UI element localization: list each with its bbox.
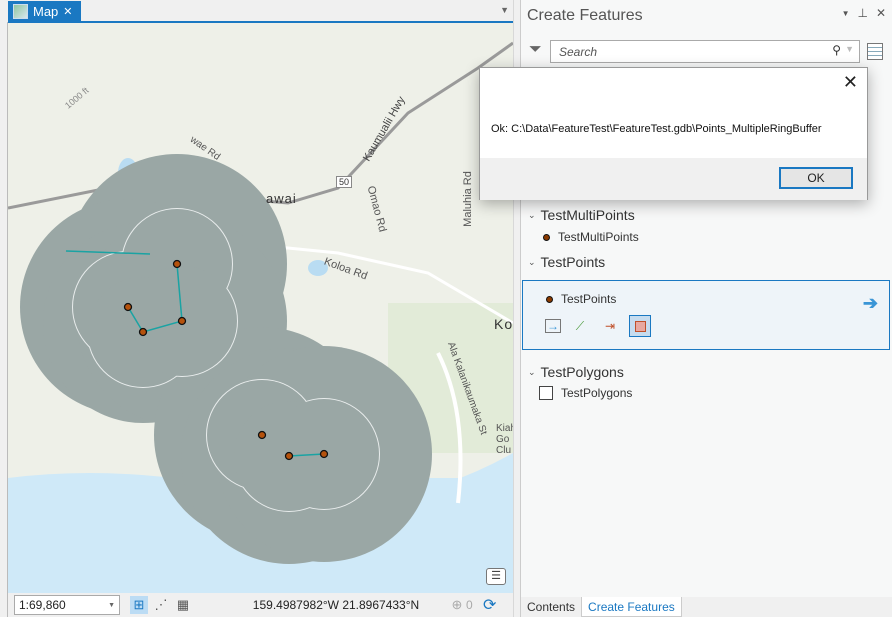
- pane-splitter[interactable]: [513, 0, 520, 617]
- group-testpolygons[interactable]: ⌄ TestPolygons: [528, 364, 624, 380]
- refresh-icon[interactable]: ⟳: [482, 597, 497, 614]
- template-label: TestPoints: [561, 292, 617, 306]
- selected-count: 0: [466, 598, 473, 612]
- map-label-route: 50: [336, 176, 353, 188]
- chevron-down-icon: ⌄: [528, 256, 536, 267]
- template-testpolygons[interactable]: TestPolygons: [539, 386, 632, 400]
- point-feature: [123, 302, 133, 312]
- dialog-message: Ok: C:\Data\FeatureTest\FeatureTest.gdb\…: [491, 123, 822, 135]
- tab-map-label: Map: [33, 4, 59, 19]
- template-label: TestMultiPoints: [558, 230, 639, 244]
- tab-close-icon[interactable]: ✕: [63, 6, 73, 18]
- arrow-right-icon[interactable]: ➔: [862, 293, 878, 313]
- close-pane-icon[interactable]: ✕: [875, 6, 886, 20]
- coordinates-readout: 159.4987982°W 21.8967433°N: [252, 598, 420, 612]
- chevron-down-icon: ⌄: [528, 366, 536, 377]
- point-symbol-icon: [546, 295, 553, 303]
- template-label: TestPolygons: [561, 386, 633, 400]
- reservoir: [308, 260, 328, 276]
- search-placeholder: Search: [559, 44, 598, 59]
- point-along-line-icon[interactable]: ⇥: [604, 319, 616, 333]
- line-feature: [65, 250, 151, 255]
- ok-button[interactable]: OK: [779, 167, 853, 189]
- pane-menu-icon[interactable]: ▼: [841, 9, 850, 18]
- test-points[interactable]: [123, 259, 329, 461]
- scale-value: 1:69,860: [19, 598, 66, 612]
- map-label-maluhia-rd: Maluhia Rd: [461, 171, 474, 227]
- group-label: TestMultiPoints: [540, 207, 635, 223]
- pane-controls: ▼ ⊥ ✕: [842, 6, 886, 20]
- dialog-footer: OK: [480, 158, 867, 200]
- search-dropdown-icon[interactable]: ▼: [845, 44, 854, 54]
- scale-dropdown[interactable]: 1:69,860 ▼: [14, 595, 120, 615]
- dialog-close-icon[interactable]: ✕: [842, 72, 858, 92]
- manage-templates-icon[interactable]: [867, 43, 883, 60]
- search-icon[interactable]: ⚲: [832, 43, 841, 57]
- point-feature: [172, 259, 182, 269]
- koloa-road: [237, 241, 513, 325]
- point-feature: [257, 430, 267, 440]
- polygon-symbol-icon: [539, 386, 553, 400]
- map-label-koloa: Kolo: [494, 316, 513, 332]
- map-tab-bar: ▼: [0, 0, 515, 22]
- point-feature: [138, 327, 148, 337]
- point-feature: [284, 451, 294, 461]
- pane-title: Create Features: [527, 7, 643, 24]
- filter-icon[interactable]: ⏷: [529, 41, 542, 58]
- snapping-icon[interactable]: ⋰: [154, 597, 168, 612]
- point-symbol-icon: [543, 233, 550, 241]
- tab-dropdown-icon[interactable]: ▼: [500, 5, 509, 15]
- point-at-end-of-line-icon[interactable]: ⟋: [575, 318, 585, 333]
- tab-create-features[interactable]: Create Features: [581, 597, 682, 617]
- grid-snap-icon[interactable]: ⊞: [130, 596, 148, 614]
- point-feature: [319, 449, 329, 459]
- grid-icon[interactable]: ▦: [176, 597, 190, 612]
- point-feature: [177, 316, 187, 326]
- search-input[interactable]: Search ⚲ ▼: [550, 40, 860, 63]
- group-testpoints[interactable]: ⌄ TestPoints: [528, 254, 605, 270]
- line-feature: [288, 453, 325, 457]
- highway-road: [8, 41, 513, 210]
- map-label-golf: Kiahu Go Clu: [496, 423, 513, 456]
- status-bar: 1:69,860 ▼ ⊞ ⋰ ▦ 159.4987982°W 21.8967433…: [8, 593, 513, 617]
- test-lines[interactable]: [65, 250, 325, 457]
- map-view[interactable]: Kaumualii Hwy 50 awai Koloa Rd Omao Rd M…: [8, 23, 513, 593]
- map-canvas[interactable]: [8, 23, 513, 593]
- message-dialog: ✕ Ok: C:\Data\FeatureTest\FeatureTest.gd…: [479, 67, 868, 200]
- legend-toggle-icon[interactable]: ☰: [486, 568, 506, 585]
- tab-map[interactable]: Map ✕: [8, 1, 81, 22]
- polygon-tool-icon[interactable]: [629, 315, 651, 337]
- template-testpoints[interactable]: TestPoints: [546, 292, 616, 306]
- pane-tabs: Contents Create Features: [520, 597, 892, 617]
- template-testpoints-selected[interactable]: [522, 280, 890, 350]
- group-label: TestPoints: [540, 254, 606, 270]
- point-tool-icon[interactable]: →: [545, 319, 561, 333]
- line-feature: [127, 263, 183, 333]
- ala-street: [436, 352, 463, 504]
- construction-tools: → ⟋ ⇥: [545, 315, 651, 337]
- template-testmultipoints[interactable]: TestMultiPoints: [543, 230, 639, 244]
- pin-icon[interactable]: ⊥: [857, 6, 868, 20]
- tab-contents[interactable]: Contents: [527, 600, 576, 614]
- left-dock-edge: [0, 0, 8, 617]
- map-label-town: awai: [266, 191, 297, 206]
- map-icon: [13, 4, 28, 19]
- chevron-down-icon: ⌄: [528, 209, 536, 220]
- tab-underline: [8, 21, 513, 23]
- group-label: TestPolygons: [540, 364, 624, 380]
- group-testmultipoints[interactable]: ⌄ TestMultiPoints: [528, 207, 635, 223]
- selection-zoom-icon[interactable]: ⊕: [451, 597, 463, 612]
- chevron-down-icon: ▼: [108, 601, 115, 609]
